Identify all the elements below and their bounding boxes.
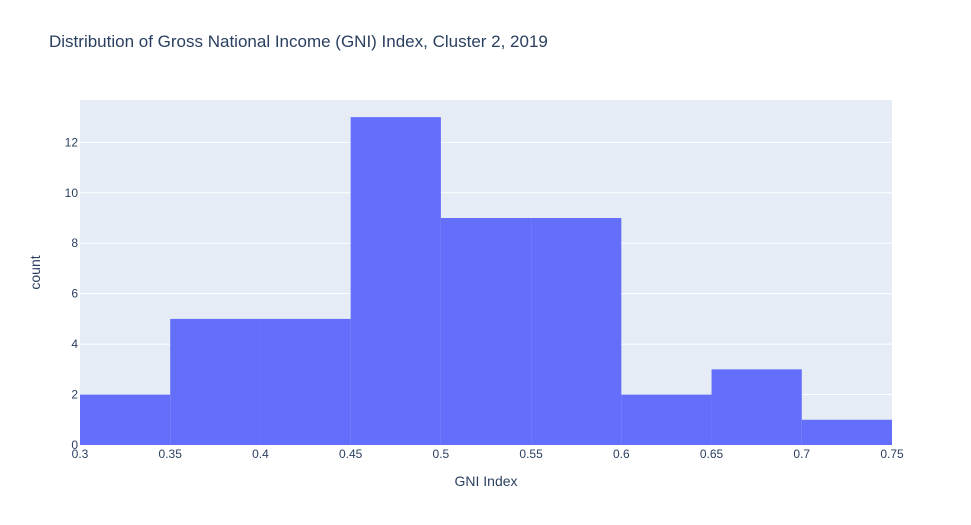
histogram-bar — [440, 218, 532, 445]
x-tick-label: 0.45 — [339, 447, 363, 461]
y-axis-ticks: 0 2 4 6 8 10 12 — [65, 135, 79, 452]
histogram-bar — [621, 394, 712, 445]
histogram-bar — [801, 419, 892, 445]
histogram-bar — [170, 318, 261, 445]
y-tick-label: 8 — [71, 236, 78, 250]
y-tick-label: 2 — [71, 388, 78, 402]
x-tick-label: 0.35 — [159, 447, 183, 461]
x-axis-ticks: 0.3 0.35 0.4 0.45 0.5 0.55 0.6 0.65 0.7 0.75 — [72, 447, 904, 461]
x-axis-title: GNI Index — [454, 473, 517, 489]
y-tick-label: 12 — [65, 135, 79, 149]
y-axis-title: count — [27, 255, 43, 289]
y-tick-label: 10 — [65, 186, 79, 200]
x-tick-label: 0.55 — [519, 447, 543, 461]
histogram-bar — [260, 318, 351, 445]
histogram-bar — [531, 218, 622, 445]
histogram-bar — [350, 117, 441, 446]
histogram-bar — [80, 394, 171, 445]
x-tick-label: 0.3 — [72, 447, 89, 461]
histogram-bar — [711, 369, 802, 445]
chart-title: Distribution of Gross National Income (G… — [49, 32, 548, 51]
x-tick-label: 0.5 — [433, 447, 450, 461]
x-tick-label: 0.65 — [700, 447, 724, 461]
y-tick-label: 6 — [71, 287, 78, 301]
y-tick-label: 0 — [71, 438, 78, 452]
bars — [80, 117, 892, 446]
x-tick-label: 0.4 — [252, 447, 269, 461]
x-tick-label: 0.75 — [880, 447, 904, 461]
x-tick-label: 0.7 — [793, 447, 810, 461]
y-tick-label: 4 — [71, 337, 78, 351]
x-tick-label: 0.6 — [613, 447, 630, 461]
